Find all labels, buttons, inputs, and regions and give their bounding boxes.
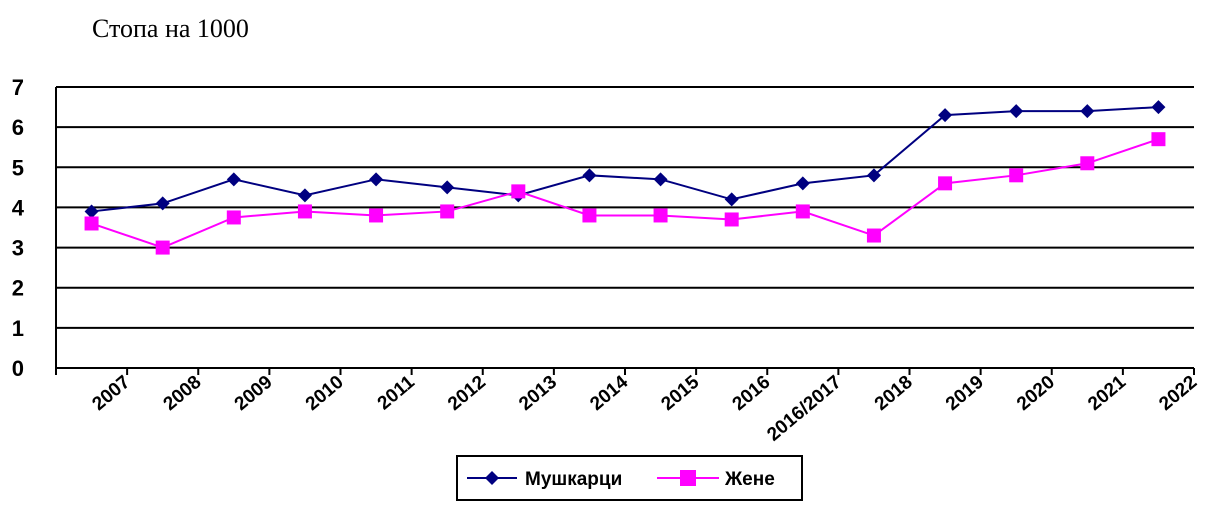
data-point-square (440, 204, 455, 219)
data-point-diamond (724, 192, 739, 207)
data-point-diamond (369, 172, 384, 187)
data-point-diamond (938, 108, 953, 123)
x-tick-label: 2009 (231, 372, 277, 415)
y-unit-label: Стопа на 1000 (92, 14, 249, 43)
data-point-square (369, 208, 384, 223)
y-tick-label: 0 (12, 356, 24, 381)
x-tick-label: 2016 (729, 372, 775, 415)
y-tick-label: 7 (12, 75, 24, 100)
data-point-square (297, 204, 312, 219)
data-point-diamond (297, 188, 312, 203)
data-point-diamond (226, 172, 241, 187)
data-point-diamond (582, 168, 597, 183)
series-line-1 (91, 106, 1159, 213)
data-point-square (84, 216, 99, 231)
y-tick-label: 3 (12, 236, 24, 261)
legend-marker-diamond (485, 471, 499, 485)
x-tick-label: 2019 (942, 372, 988, 415)
x-tick-label: 2016/2017 (763, 372, 845, 446)
data-point-diamond (653, 172, 668, 187)
data-point-diamond (1009, 104, 1024, 119)
data-point-square (1151, 132, 1166, 147)
data-point-square (653, 208, 668, 223)
data-point-diamond (1151, 100, 1166, 115)
x-tick-label: 2008 (160, 372, 206, 415)
data-point-square (938, 176, 953, 191)
legend-label-2: Жене (724, 469, 775, 490)
data-point-square (866, 228, 881, 243)
y-tick-label: 1 (12, 316, 24, 341)
x-tick-label: 2014 (586, 371, 632, 415)
data-point-square (724, 212, 739, 227)
data-point-square (511, 184, 526, 199)
data-point-diamond (84, 204, 99, 219)
x-tick-label: 2022 (1155, 372, 1201, 415)
data-point-square (795, 204, 810, 219)
x-tick-label: 2013 (515, 372, 561, 415)
data-point-square (155, 240, 170, 255)
x-tick-label: 2012 (444, 372, 490, 415)
x-tick-label: 2007 (88, 372, 134, 415)
x-tick-label: 2018 (871, 372, 917, 415)
x-tick-label: 2015 (657, 371, 703, 415)
data-point-diamond (795, 176, 810, 191)
legend-marker-square (680, 470, 696, 486)
y-tick-label: 5 (12, 155, 24, 180)
y-tick-label: 4 (12, 195, 25, 220)
data-point-diamond (1080, 104, 1095, 119)
x-tick-label: 2010 (302, 372, 348, 415)
data-point-square (1080, 156, 1095, 171)
data-point-square (226, 210, 241, 225)
x-tick-label: 2011 (374, 371, 419, 414)
series-line-2 (91, 138, 1159, 249)
y-tick-label: 2 (12, 276, 24, 301)
data-point-square (1009, 168, 1024, 183)
data-point-diamond (866, 168, 881, 183)
data-point-square (582, 208, 597, 223)
data-point-diamond (440, 180, 455, 195)
x-tick-label: 2020 (1013, 372, 1059, 415)
data-point-diamond (155, 196, 170, 211)
y-tick-label: 6 (12, 115, 24, 140)
legend-label-1: Мушкарци (525, 469, 622, 490)
x-tick-label: 2021 (1084, 371, 1130, 415)
